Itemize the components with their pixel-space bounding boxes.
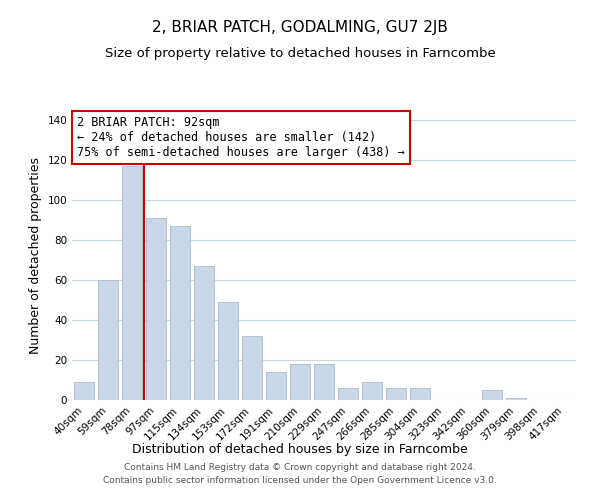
Bar — [266, 372, 286, 400]
Text: 2, BRIAR PATCH, GODALMING, GU7 2JB: 2, BRIAR PATCH, GODALMING, GU7 2JB — [152, 20, 448, 35]
Bar — [74, 382, 94, 400]
Bar — [386, 388, 406, 400]
Text: 2 BRIAR PATCH: 92sqm
← 24% of detached houses are smaller (142)
75% of semi-deta: 2 BRIAR PATCH: 92sqm ← 24% of detached h… — [77, 116, 405, 159]
Y-axis label: Number of detached properties: Number of detached properties — [29, 156, 42, 354]
Bar — [290, 364, 310, 400]
Bar — [506, 398, 526, 400]
Bar — [338, 388, 358, 400]
Bar — [410, 388, 430, 400]
Text: Distribution of detached houses by size in Farncombe: Distribution of detached houses by size … — [132, 442, 468, 456]
Bar — [170, 226, 190, 400]
Bar — [194, 266, 214, 400]
Bar — [122, 166, 142, 400]
Bar — [98, 280, 118, 400]
Bar — [242, 336, 262, 400]
Text: Contains HM Land Registry data © Crown copyright and database right 2024.
Contai: Contains HM Land Registry data © Crown c… — [103, 464, 497, 485]
Bar — [482, 390, 502, 400]
Text: Size of property relative to detached houses in Farncombe: Size of property relative to detached ho… — [104, 48, 496, 60]
Bar — [314, 364, 334, 400]
Bar — [362, 382, 382, 400]
Bar — [146, 218, 166, 400]
Bar — [218, 302, 238, 400]
